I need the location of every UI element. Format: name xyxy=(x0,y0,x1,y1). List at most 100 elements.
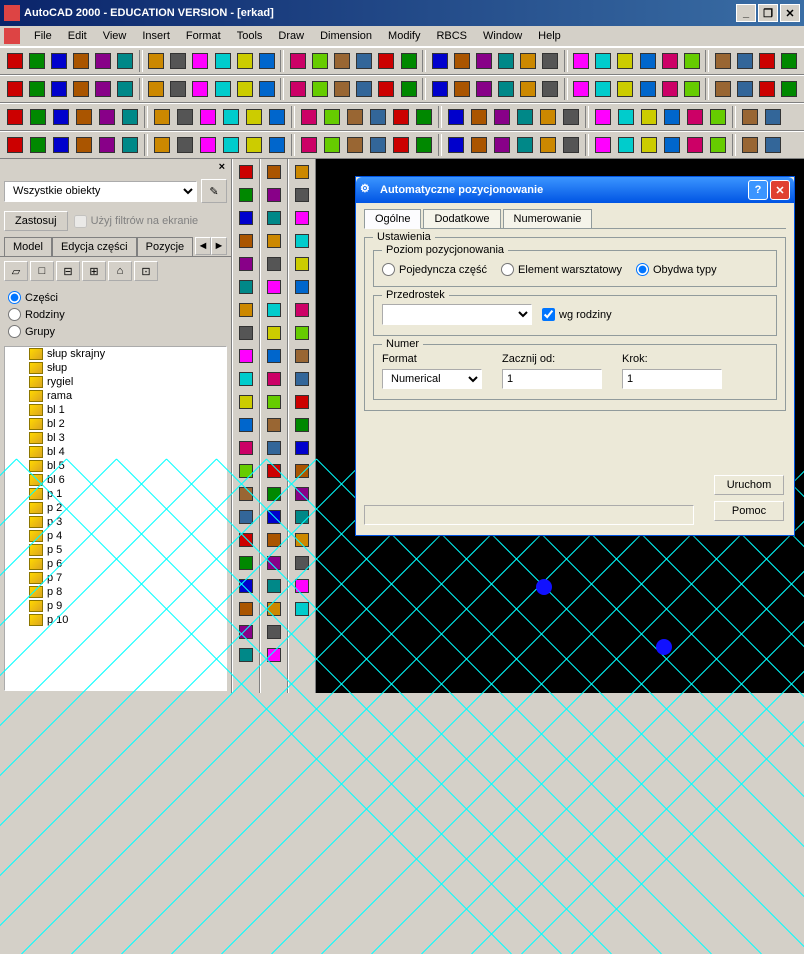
uruchom-button[interactable]: Uruchom xyxy=(714,475,784,495)
vertical-toolbar-button[interactable] xyxy=(291,299,313,321)
tab-scroll-left[interactable]: ◄ xyxy=(195,237,211,255)
vertical-toolbar-button[interactable] xyxy=(235,506,257,528)
tree-item[interactable]: rygiel xyxy=(5,375,226,389)
toolbar-button[interactable] xyxy=(367,134,389,156)
toolbar-button[interactable] xyxy=(197,134,219,156)
toolbar-button[interactable] xyxy=(762,134,784,156)
toolbar-button[interactable] xyxy=(298,106,320,128)
toolbar-button[interactable] xyxy=(354,50,375,72)
toolbar-button[interactable] xyxy=(638,106,660,128)
vertical-toolbar-button[interactable] xyxy=(291,391,313,413)
prefix-select[interactable] xyxy=(382,304,532,325)
toolbar-button[interactable] xyxy=(593,78,614,100)
toolbar-button[interactable] xyxy=(256,78,277,100)
toolbar-button[interactable] xyxy=(638,134,660,156)
toolbar-button[interactable] xyxy=(376,78,397,100)
toolbar-button[interactable] xyxy=(234,78,255,100)
toolbar-button[interactable] xyxy=(517,50,538,72)
vertical-toolbar-button[interactable] xyxy=(235,598,257,620)
toolbar-button[interactable] xyxy=(376,50,397,72)
toolbar-button[interactable] xyxy=(495,78,516,100)
selection-icon-3[interactable]: ⊞ xyxy=(82,261,106,281)
vertical-toolbar-button[interactable] xyxy=(235,345,257,367)
toolbar-button[interactable] xyxy=(571,50,592,72)
tree-item[interactable]: p 3 xyxy=(5,515,226,529)
toolbar-button[interactable] xyxy=(390,106,412,128)
toolbar-button[interactable] xyxy=(168,78,189,100)
zacznij-input[interactable] xyxy=(502,369,602,389)
vertical-toolbar-button[interactable] xyxy=(263,207,285,229)
toolbar-button[interactable] xyxy=(592,106,614,128)
toolbar-button[interactable] xyxy=(256,50,277,72)
vertical-toolbar-button[interactable] xyxy=(235,414,257,436)
toolbar-button[interactable] xyxy=(537,106,559,128)
pomoc-button[interactable]: Pomoc xyxy=(714,501,784,521)
toolbar-button[interactable] xyxy=(681,78,702,100)
vertical-toolbar-button[interactable] xyxy=(263,552,285,574)
toolbar-button[interactable] xyxy=(445,106,467,128)
toolbar-button[interactable] xyxy=(48,78,69,100)
toolbar-button[interactable] xyxy=(151,134,173,156)
toolbar-button[interactable] xyxy=(344,134,366,156)
tab-edycja[interactable]: Edycja części xyxy=(52,237,137,256)
toolbar-button[interactable] xyxy=(96,134,118,156)
tree-item[interactable]: bl 1 xyxy=(5,403,226,417)
toolbar-button[interactable] xyxy=(413,134,435,156)
vertical-toolbar-button[interactable] xyxy=(291,368,313,390)
dialog-tab-numerowanie[interactable]: Numerowanie xyxy=(503,209,593,228)
toolbar-button[interactable] xyxy=(514,134,536,156)
toolbar-button[interactable] xyxy=(592,134,614,156)
toolbar-button[interactable] xyxy=(146,50,167,72)
toolbar-button[interactable] xyxy=(514,106,536,128)
toolbar-button[interactable] xyxy=(190,50,211,72)
tab-model[interactable]: Model xyxy=(4,237,52,256)
toolbar-button[interactable] xyxy=(684,106,706,128)
format-select[interactable]: Numerical xyxy=(382,369,482,389)
document-icon[interactable] xyxy=(4,28,20,44)
toolbar-button[interactable] xyxy=(298,134,320,156)
selection-icon-0[interactable]: ▱ xyxy=(4,261,28,281)
toolbar-button[interactable] xyxy=(540,50,561,72)
toolbar-button[interactable] xyxy=(220,134,242,156)
toolbar-button[interactable] xyxy=(615,134,637,156)
vertical-toolbar-button[interactable] xyxy=(291,414,313,436)
toolbar-button[interactable] xyxy=(367,106,389,128)
dialog-help-button[interactable]: ? xyxy=(748,180,768,200)
toolbar-button[interactable] xyxy=(398,78,419,100)
menu-modify[interactable]: Modify xyxy=(380,28,428,44)
tree-item[interactable]: bl 2 xyxy=(5,417,226,431)
radio-obydwa[interactable]: Obydwa typy xyxy=(636,263,717,276)
toolbar-button[interactable] xyxy=(451,50,472,72)
toolbar-button[interactable] xyxy=(429,50,450,72)
vertical-toolbar-button[interactable] xyxy=(263,230,285,252)
vertical-toolbar-button[interactable] xyxy=(235,161,257,183)
wg-rodziny-checkbox[interactable]: wg rodziny xyxy=(542,308,612,321)
toolbar-button[interactable] xyxy=(734,78,755,100)
toolbar-button[interactable] xyxy=(266,134,288,156)
selection-icon-4[interactable]: ⌂ xyxy=(108,261,132,281)
toolbar-button[interactable] xyxy=(712,78,733,100)
toolbar-button[interactable] xyxy=(70,78,91,100)
toolbar-button[interactable] xyxy=(468,134,490,156)
vertical-toolbar-button[interactable] xyxy=(235,230,257,252)
toolbar-button[interactable] xyxy=(344,106,366,128)
toolbar-button[interactable] xyxy=(684,134,706,156)
toolbar-button[interactable] xyxy=(560,106,582,128)
vertical-toolbar-button[interactable] xyxy=(235,253,257,275)
toolbar-button[interactable] xyxy=(174,134,196,156)
vertical-toolbar-button[interactable] xyxy=(291,322,313,344)
menu-rbcs[interactable]: RBCS xyxy=(428,28,475,44)
toolbar-button[interactable] xyxy=(468,106,490,128)
toolbar-button[interactable] xyxy=(115,50,136,72)
toolbar-button[interactable] xyxy=(96,106,118,128)
toolbar-button[interactable] xyxy=(779,50,800,72)
toolbar-button[interactable] xyxy=(473,50,494,72)
toolbar-button[interactable] xyxy=(707,106,729,128)
toolbar-button[interactable] xyxy=(234,50,255,72)
toolbar-button[interactable] xyxy=(115,78,136,100)
toolbar-button[interactable] xyxy=(309,50,330,72)
toolbar-button[interactable] xyxy=(615,50,636,72)
toolbar-button[interactable] xyxy=(321,134,343,156)
vertical-toolbar-button[interactable] xyxy=(235,368,257,390)
vertical-toolbar-button[interactable] xyxy=(291,345,313,367)
